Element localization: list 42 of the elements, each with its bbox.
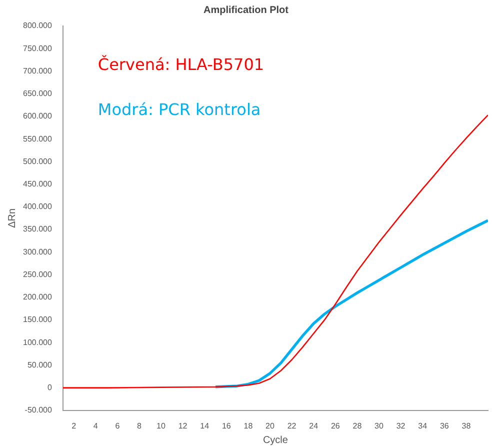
x-tick-label: 18 bbox=[244, 421, 254, 430]
x-tick-label: 24 bbox=[309, 421, 319, 430]
y-tick-label: 0 bbox=[47, 382, 52, 392]
y-tick-label: 550.000 bbox=[22, 134, 52, 144]
x-tick-label: 32 bbox=[396, 421, 406, 430]
x-tick-label: 10 bbox=[156, 421, 166, 430]
y-tick-label: 800.000 bbox=[22, 21, 52, 30]
y-tick-label: 650.000 bbox=[22, 89, 52, 98]
x-tick-label: 30 bbox=[374, 421, 384, 430]
x-tick-label: 4 bbox=[93, 421, 98, 430]
y-tick-label: 200.000 bbox=[22, 292, 52, 302]
chart-title: Amplification Plot bbox=[204, 4, 290, 16]
y-tick-label: -50.000 bbox=[24, 406, 52, 415]
x-tick-label: 20 bbox=[266, 421, 276, 430]
x-tick-label: 12 bbox=[178, 421, 188, 430]
y-axis-title: ΔRn bbox=[6, 208, 18, 228]
y-tick-label: 450.000 bbox=[22, 179, 52, 188]
y-tick-label: 400.000 bbox=[22, 202, 52, 212]
text: Červená: HLA-B5701 bbox=[98, 55, 264, 74]
y-tick-label: 350.000 bbox=[22, 224, 52, 234]
x-tick-label: 6 bbox=[115, 421, 120, 430]
x-tick-label: 36 bbox=[440, 421, 450, 430]
y-tick-label: 250.000 bbox=[22, 270, 52, 279]
y-tick-label: 150.000 bbox=[22, 315, 52, 324]
x-tick-label: 8 bbox=[136, 421, 142, 430]
x-axis-title: Cycle bbox=[262, 434, 288, 446]
x-tick-label: 38 bbox=[462, 421, 472, 430]
y-tick-label: 750.000 bbox=[22, 44, 52, 53]
x-tick-label: 34 bbox=[418, 421, 428, 430]
y-tick-label: 100.000 bbox=[22, 338, 52, 347]
x-tick-label: 28 bbox=[352, 421, 362, 430]
x-tick-label: 26 bbox=[330, 421, 340, 430]
y-tick-label: 50.000 bbox=[27, 360, 52, 370]
y-tick-label: 600.000 bbox=[22, 112, 52, 121]
text: Modrá: PCR kontrola bbox=[98, 100, 261, 120]
x-tick-label: 2 bbox=[72, 421, 77, 430]
y-tick-label: 500.000 bbox=[22, 156, 52, 166]
x-tick-label: 22 bbox=[287, 421, 297, 430]
y-tick-label: 700.000 bbox=[22, 66, 52, 76]
x-tick-label: 16 bbox=[222, 421, 232, 430]
y-tick-label: 300.000 bbox=[22, 247, 52, 256]
x-tick-label: 14 bbox=[200, 421, 210, 430]
